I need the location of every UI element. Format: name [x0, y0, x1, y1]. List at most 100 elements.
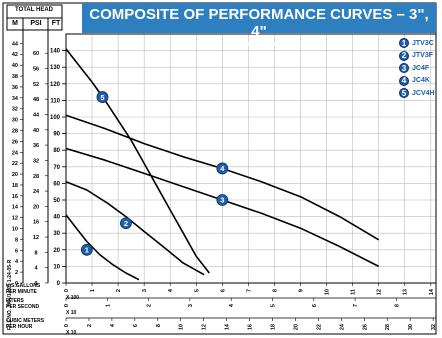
legend-label: JTV3F [412, 52, 434, 60]
m-tick-label: 18 [12, 183, 18, 189]
m-tick-label: 4 [15, 259, 19, 265]
file-number-note: FILE NO. JAN/14/01 1-24-05-R [7, 259, 13, 330]
curve-jcv4h [65, 48, 210, 274]
ft-tick-label: 60 [53, 181, 60, 187]
m-tick-label: 16 [12, 194, 18, 200]
m-tick-label: 44 [12, 41, 19, 47]
curve-marker [80, 243, 93, 256]
x-tick-label: 32 [431, 324, 437, 330]
x-tick-label: 2 [116, 289, 122, 292]
x-tick-label: 14 [429, 288, 435, 295]
ft-tick-label: 50 [53, 198, 60, 204]
m-tick-label: 26 [12, 139, 18, 145]
x-axis-label: PER MINUTE [6, 289, 38, 295]
psi-tick-label: 36 [33, 143, 39, 149]
x-axis-label: CUBIC METERS [6, 318, 45, 324]
ft-tick-label: 20 [53, 248, 60, 254]
marker-2-icon: 2 [399, 50, 409, 61]
legend-label: JCV4H [412, 89, 435, 97]
chart-subtitle: Curves are based on a specific gravity o… [185, 41, 333, 48]
ft-tick-label: 70 [53, 165, 60, 171]
psi-tick-label: 16 [33, 220, 39, 226]
m-tick-label: 22 [12, 161, 18, 167]
curve-marker [120, 217, 132, 230]
x-tick-label: 8 [272, 289, 278, 292]
chart-header: COMPOSITE OF PERFORMANCE CURVES – 3", 4"… [82, 3, 436, 48]
ft-tick-label: 40 [53, 215, 60, 221]
x-tick-label: 11 [351, 289, 357, 295]
x-tick-label: 18 [271, 324, 277, 330]
m-tick-label: 28 [12, 128, 18, 134]
ft-tick-label: 10 [53, 264, 60, 270]
total-head-label: TOTAL HEAD [14, 7, 53, 13]
legend-label: JTV3C [412, 39, 434, 47]
m-tick-label: 8 [15, 237, 18, 243]
psi-tick-label: 40 [33, 128, 39, 134]
x-tick-label: 20 [293, 324, 299, 330]
x-tick-label: 4 [168, 288, 174, 292]
x-tick-label: 2 [87, 324, 93, 327]
x-axis-unit: X 10 [66, 330, 77, 336]
m-unit-label: M [12, 20, 18, 27]
x-tick-label: 16 [248, 324, 254, 330]
psi-tick-label: 24 [33, 189, 40, 195]
curve-marker-label: 5 [100, 93, 104, 102]
ft-tick-label: 120 [50, 82, 61, 88]
psi-tick-label: 28 [33, 174, 39, 180]
m-tick-label: 32 [12, 107, 18, 113]
x-tick-label: 4 [110, 323, 116, 327]
m-tick-label: 34 [12, 96, 19, 102]
x-tick-label: 6 [133, 324, 139, 327]
x-axis-label: PER HOUR [6, 324, 33, 330]
psi-tick-label: 60 [33, 51, 39, 57]
x-tick-label: 26 [362, 324, 368, 330]
x-axis-label: PER SECOND [6, 304, 39, 310]
psi-tick-label: 4 [34, 266, 38, 272]
curve-marker-label: 3 [220, 196, 224, 205]
m-tick-label: 38 [12, 74, 18, 80]
x-tick-label: 24 [339, 323, 345, 330]
x-tick-label: 6 [220, 289, 226, 292]
x-tick-label: 7 [353, 304, 359, 307]
marker-4-icon: 4 [399, 75, 409, 86]
x-tick-label: 2 [147, 304, 153, 307]
ft-tick-label: 140 [50, 49, 61, 55]
x-tick-label: 12 [202, 324, 208, 330]
legend-label: JC4F [412, 64, 430, 72]
x-tick-label: 8 [394, 304, 400, 307]
psi-tick-label: 44 [33, 112, 40, 118]
legend-item: 4 JC4K [399, 75, 439, 88]
plot-frame [65, 33, 437, 284]
x-tick-label: 12 [377, 289, 383, 295]
chart-title: COMPOSITE OF PERFORMANCE CURVES – 3", 4" [89, 6, 429, 40]
curve-marker [216, 162, 229, 175]
x-tick-label: 10 [179, 324, 185, 330]
m-tick-label: 10 [12, 227, 18, 233]
ft-tick-label: 100 [50, 115, 61, 121]
psi-tick-label: 20 [33, 204, 39, 210]
marker-1-icon: 1 [399, 38, 409, 49]
legend-label: JC4K [412, 77, 430, 85]
legend-item: 1 JTV3C [399, 37, 439, 50]
m-tick-label: 36 [12, 85, 18, 91]
ft-tick-label: 110 [50, 98, 60, 104]
curve-jtv3f [65, 180, 205, 276]
x-tick-label: 8 [156, 324, 162, 327]
x-tick-label: 4 [229, 303, 235, 307]
m-tick-label: 12 [12, 216, 18, 222]
psi-tick-label: 32 [33, 158, 39, 164]
x-tick-label: 14 [225, 323, 231, 330]
x-tick-label: 13 [403, 289, 409, 295]
legend-item: 2 JTV3F [399, 50, 439, 63]
ft-tick-label: 30 [53, 231, 60, 237]
m-tick-label: 14 [12, 205, 19, 211]
x-axis-label: U.S.GALLONS [6, 283, 41, 289]
marker-5-icon: 5 [399, 88, 409, 99]
x-tick-label: 5 [194, 289, 200, 292]
x-tick-label: 0 [64, 304, 70, 307]
m-tick-label: 40 [12, 63, 18, 69]
x-tick-label: 28 [385, 324, 391, 330]
psi-tick-label: 8 [34, 250, 37, 256]
ft-unit-label: FT [51, 20, 61, 27]
